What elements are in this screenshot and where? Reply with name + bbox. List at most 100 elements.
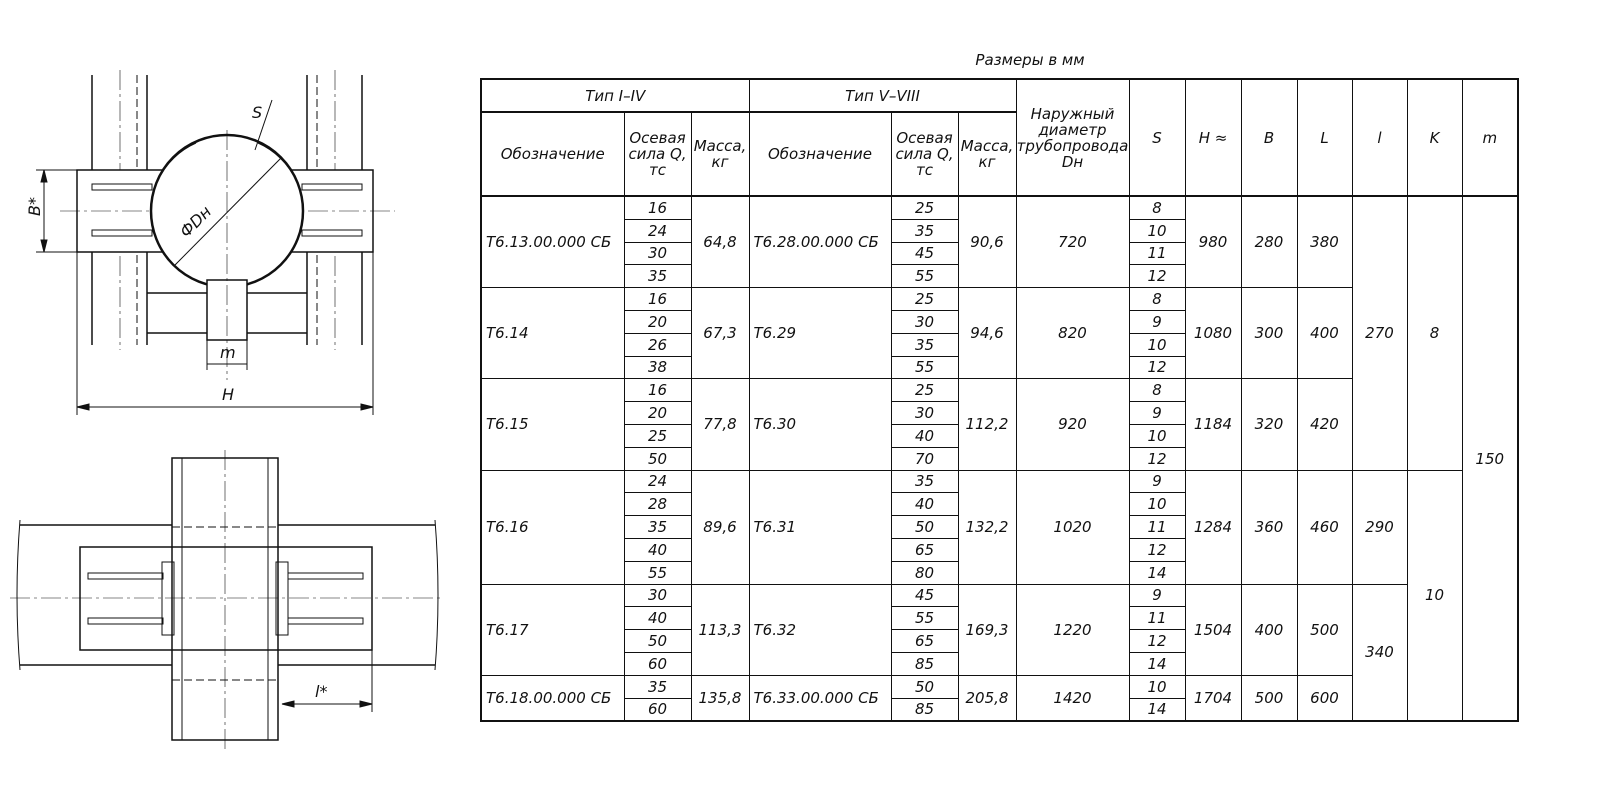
axial-force-type-1-4: 50 [623,446,692,471]
axial-force-type-1-4: 55 [623,560,692,585]
table-row: 26 35 10 [481,332,1518,357]
axial-force-type-5-8: 65 [890,537,959,562]
wall-thickness-s: 8 [1128,287,1186,311]
dimension-h: 1184 [1184,378,1242,471]
designation-type-1-4: Т6.14 [480,287,625,380]
axial-force-type-5-8: 35 [890,469,959,494]
header-outer-diameter: Наружный диаметр трубопровода Dн [1015,78,1130,197]
wall-thickness-s: 12 [1128,446,1186,471]
wall-thickness-s: 12 [1128,264,1186,289]
dimension-b: 280 [1240,195,1298,289]
table-row: 50 65 12 [481,629,1518,653]
wall-thickness-s: 11 [1128,606,1186,631]
axial-force-type-1-4: 40 [623,606,692,631]
header-designation-1: Обозначение [480,111,625,197]
mass-type-5-8: 205,8 [957,674,1017,722]
header-b: B [1240,78,1298,197]
table-row: Т6.18.00.000 СБ 35 135,8 Т6.33.00.000 СБ 50 2… [480,674,1518,722]
axial-force-type-5-8: 45 [890,241,959,266]
top-view: S ФDн B* m H [25,70,395,415]
axial-force-type-5-8: 30 [890,401,959,425]
table-row: 60 85 14 [481,651,1518,676]
dimension-L: 400 [1296,287,1353,380]
axial-force-type-5-8: 25 [890,287,959,311]
l-label: l* [315,682,327,701]
dimension-L: 380 [1296,195,1353,289]
wall-thickness-s: 10 [1128,332,1186,357]
axial-force-type-5-8: 40 [890,423,959,448]
outer-diameter: 820 [1015,287,1130,380]
dimension-L: 500 [1296,583,1353,676]
wall-thickness-s: 10 [1128,674,1186,699]
wall-thickness-s: 10 [1128,492,1186,517]
axial-force-type-5-8: 50 [890,674,959,699]
mass-type-5-8: 94,6 [957,287,1017,380]
table-row: Т6.16 24 89,6 Т6.31 35 132,2 1020 9 1284 360 460 29… [480,469,1518,722]
designation-type-5-8: Т6.29 [748,287,892,380]
outer-diameter: 920 [1015,378,1130,471]
axial-force-type-5-8: 55 [890,264,959,289]
wall-thickness-s: 14 [1128,651,1186,676]
mass-type-1-4: 67,3 [690,287,750,380]
axial-force-type-5-8: 85 [890,651,959,676]
axial-force-type-1-4: 24 [623,218,692,243]
header-k: K [1406,78,1463,197]
axial-force-type-1-4: 50 [623,629,692,653]
table-row: Т6.13.00.000 СБ 16 64,8 Т6.28.00.000 СБ 25 90… [480,195,1519,722]
axial-force-type-5-8: 65 [890,629,959,653]
designation-type-1-4: Т6.15 [480,378,625,471]
axial-force-type-1-4: 30 [623,583,692,608]
axial-force-type-5-8: 25 [890,195,959,220]
wall-thickness-s: 8 [1128,378,1186,403]
header-axial-force-1: Осевая сила Q, тс [623,111,692,197]
dimension-b: 300 [1240,287,1298,380]
mass-type-1-4: 113,3 [690,583,750,676]
table-body: Т6.13.00.000 СБ 16 64,8 Т6.28.00.000 СБ 25 90… [480,195,1519,722]
axial-force-type-1-4: 30 [623,241,692,266]
dimension-b: 400 [1240,583,1298,676]
table-row: 20 30 9 [481,401,1518,425]
header-l: l [1351,78,1408,197]
dimension-h: 1080 [1184,287,1242,380]
wall-thickness-s: 9 [1128,469,1186,494]
b-label: B* [25,197,44,216]
header-mass-2: Масса, кг [957,111,1017,197]
dimensions-table: Тип I–IV Тип V–VIII Наружный диаметр тру… [480,78,1519,723]
mass-type-5-8: 90,6 [957,195,1017,289]
axial-force-type-5-8: 45 [890,583,959,608]
wall-thickness-s: 11 [1128,515,1186,539]
designation-type-1-4: Т6.13.00.000 СБ [480,195,625,289]
dimension-l: 290 [1351,469,1408,585]
header-mass-1: Масса, кг [690,111,750,197]
axial-force-type-1-4: 60 [623,697,692,722]
designation-type-5-8: Т6.32 [748,583,892,676]
axial-force-type-1-4: 20 [623,309,692,334]
wall-thickness-s: 9 [1128,401,1186,425]
dimension-L: 600 [1296,674,1353,722]
table-row: 40 65 12 [481,537,1518,562]
dimension-L: 420 [1296,378,1353,471]
wall-thickness-s: 12 [1128,629,1186,653]
outer-diameter: 1220 [1015,583,1130,676]
table-row: 30 45 11 [481,241,1518,266]
axial-force-type-1-4: 25 [623,423,692,448]
header-s: S [1128,78,1186,197]
mass-type-5-8: 169,3 [957,583,1017,676]
table-row: 20 30 9 [481,309,1518,334]
axial-force-type-1-4: 16 [623,195,692,220]
header-axial-force-2: Осевая сила Q, тс [890,111,959,197]
mass-type-5-8: 112,2 [957,378,1017,471]
axial-force-type-5-8: 35 [890,218,959,243]
dimension-h: 1284 [1184,469,1242,585]
clamp-assembly-drawing: S ФDн B* m H l* [10,70,440,750]
designation-type-1-4: Т6.18.00.000 СБ [480,674,625,722]
wall-thickness-s: 10 [1128,218,1186,243]
axial-force-type-1-4: 24 [623,469,692,494]
wall-thickness-s: 9 [1128,309,1186,334]
axial-force-type-1-4: 38 [623,355,692,380]
table-row: 35 50 11 [481,515,1518,539]
mass-type-1-4: 135,8 [690,674,750,722]
axial-force-type-1-4: 35 [623,674,692,699]
wall-thickness-s: 8 [1128,195,1186,220]
axial-force-type-5-8: 25 [890,378,959,403]
